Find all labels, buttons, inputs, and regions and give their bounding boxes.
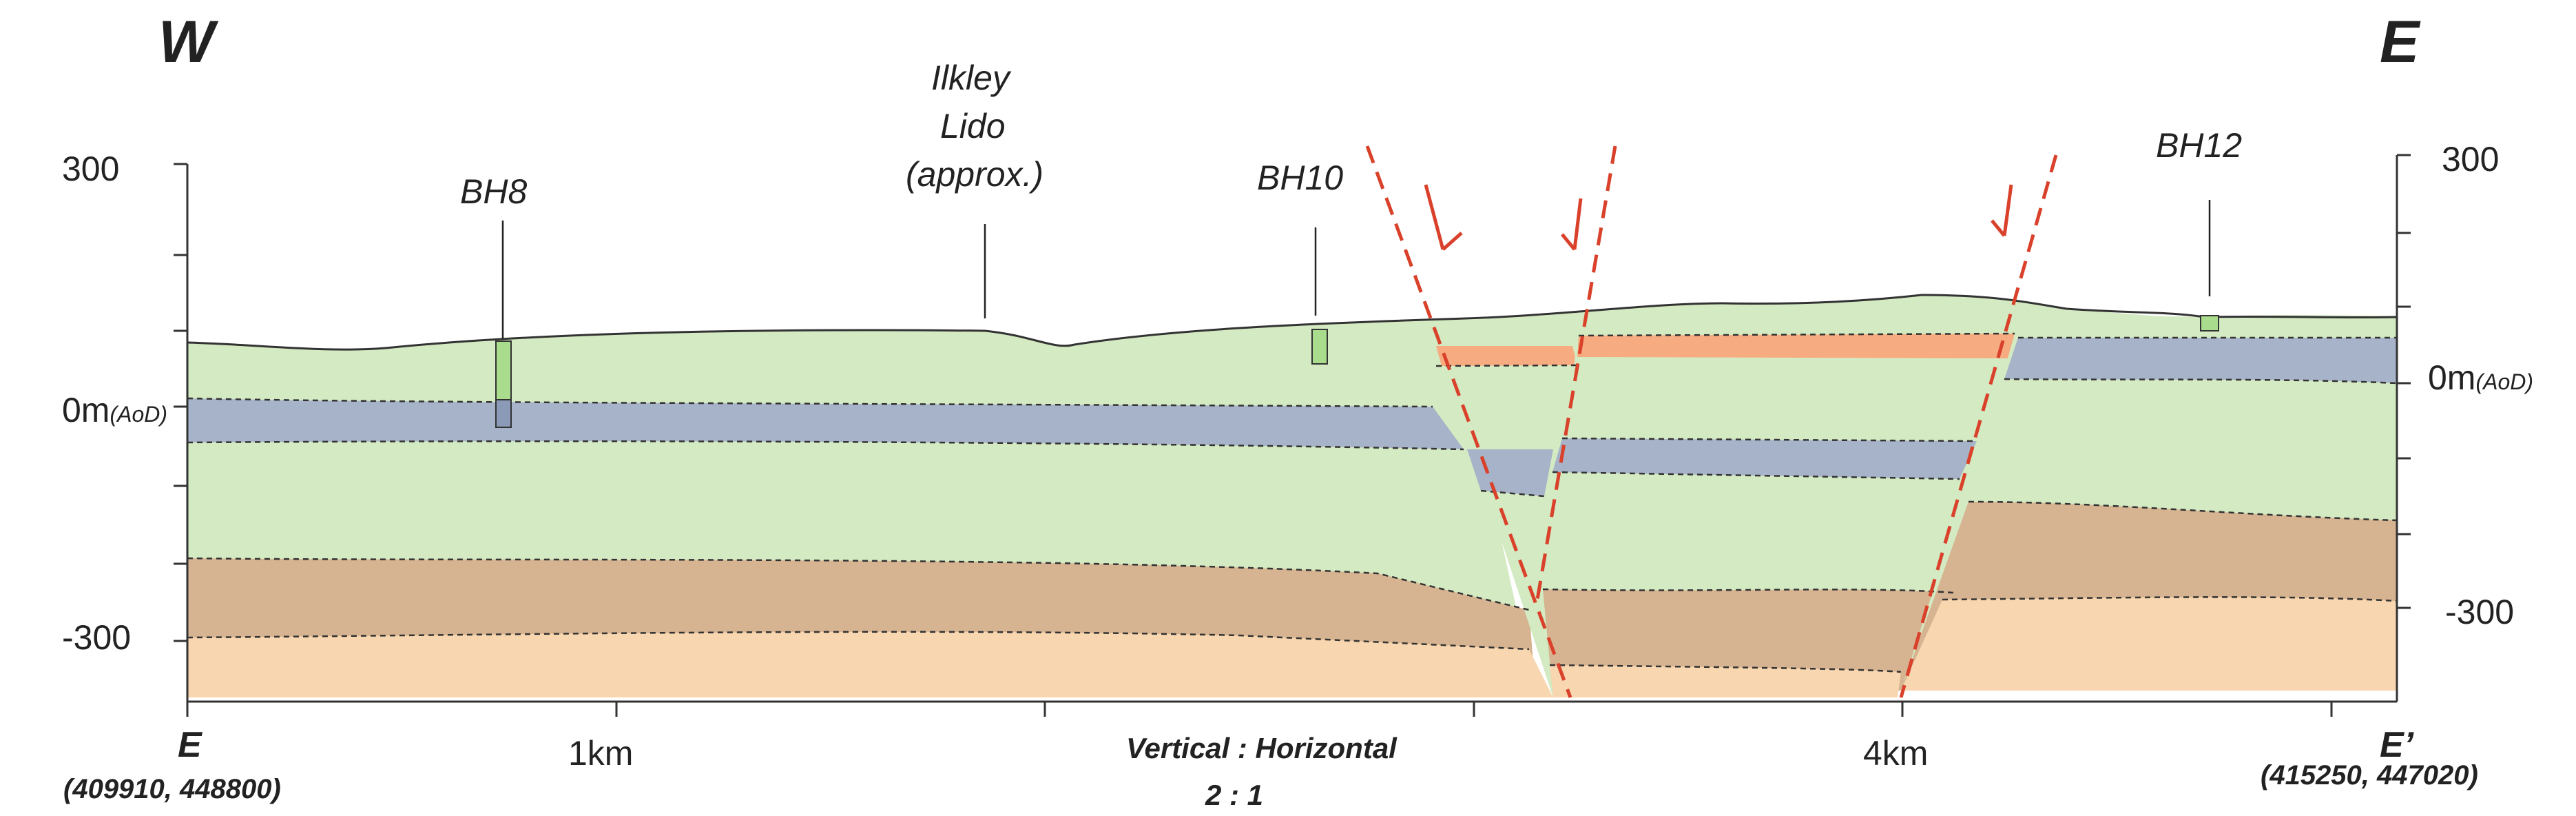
bh10-label: BH10 bbox=[1257, 159, 1343, 197]
orange-bed-east bbox=[1577, 334, 2015, 358]
right-tick-0: 0m(AoD) bbox=[2428, 358, 2533, 397]
blue-unit-far-east bbox=[2004, 338, 2397, 383]
bottom-tick-4km: 4km bbox=[1863, 734, 1928, 773]
left-tick-minus300: -300 bbox=[62, 618, 131, 657]
orange-bed-central bbox=[1436, 346, 1577, 366]
bh12-borehole bbox=[2200, 315, 2219, 332]
section-end-coords: (415250, 447020) bbox=[2261, 760, 2478, 790]
peach-unit-east-lower bbox=[1550, 665, 1901, 697]
bh12-label: BH12 bbox=[2156, 126, 2242, 165]
right-tick-300: 300 bbox=[2442, 140, 2499, 178]
blue-lens-central bbox=[1467, 449, 1553, 496]
east-block bbox=[1543, 295, 2397, 697]
section-end-label: E’ bbox=[2380, 725, 2415, 765]
fault-1 bbox=[1365, 145, 1572, 698]
fault-arrow-3 bbox=[1991, 184, 2013, 237]
scale-note-line2: 2 : 1 bbox=[1205, 779, 1263, 811]
fault-arrow-1 bbox=[1424, 184, 1463, 251]
bh8-borehole-base bbox=[495, 399, 512, 428]
fault-3 bbox=[1899, 154, 2058, 698]
bedding-contacts bbox=[187, 332, 2398, 673]
left-tick-0: 0m(AoD) bbox=[62, 391, 167, 429]
bh8-borehole bbox=[495, 340, 512, 400]
lido-label-line1: Ilkley bbox=[931, 59, 1012, 97]
lido-label-line3: (approx.) bbox=[906, 155, 1043, 194]
left-tick-300: 300 bbox=[62, 150, 119, 188]
peach-unit-west bbox=[187, 631, 1553, 697]
east-label: E bbox=[2380, 9, 2421, 75]
fault-arrows bbox=[1424, 184, 2013, 251]
section-start-coords: (409910, 448800) bbox=[63, 774, 281, 804]
faults bbox=[1365, 145, 2058, 698]
bottom-tick-1km: 1km bbox=[568, 734, 633, 773]
lido-label-line2: Lido bbox=[940, 107, 1006, 145]
blue-unit-east-central bbox=[1552, 438, 1977, 479]
fault-arrow-2 bbox=[1561, 198, 1583, 251]
scale-note-line1: Vertical : Horizontal bbox=[1126, 732, 1398, 764]
ground-surface bbox=[187, 294, 2398, 351]
west-label: W bbox=[158, 9, 219, 75]
bh8-label: BH8 bbox=[460, 172, 527, 211]
boreholes bbox=[495, 200, 2219, 428]
axes bbox=[174, 154, 2411, 717]
peach-unit-far-east bbox=[1901, 597, 2397, 691]
fault-2 bbox=[1535, 145, 1617, 600]
bh10-borehole bbox=[1311, 329, 1328, 365]
right-tick-minus300: -300 bbox=[2445, 593, 2514, 631]
section-start-label: E bbox=[178, 725, 202, 765]
